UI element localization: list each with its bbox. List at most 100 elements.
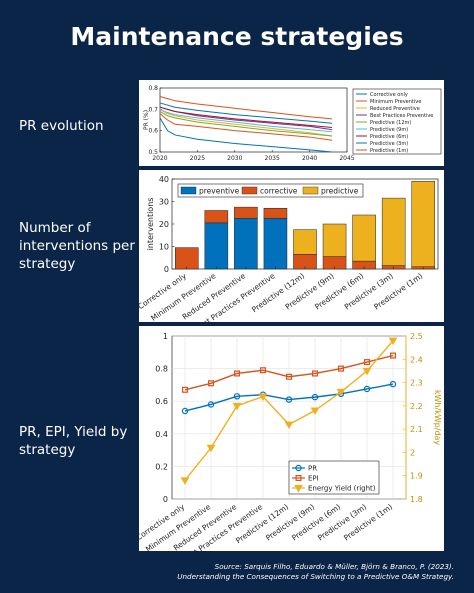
point-epi-reduced-preventive [233, 370, 240, 377]
point-energy-yield-right-predictive-1m [388, 337, 398, 346]
bar-predictive-predictive-9m [322, 223, 347, 257]
y2-tick-label: 2.5 [410, 332, 423, 341]
point-energy-yield-right-predictive-12m [284, 421, 294, 429]
series-line-predictive-3m [159, 102, 333, 124]
y2-tick-label: 2 [410, 448, 415, 457]
pr-epi-yield-panel: 0 0.2 0.4 0.6 0.8 1 Corrective only Minimum Pre… [134, 326, 444, 564]
bar-preventive-reduced-preventive [234, 218, 258, 270]
bar-preventive-minimum-preventive [204, 222, 229, 270]
pr-evolution-chart: 2020 2025 2030 2035 2040 2045 0.5 0.6 0.7 0.8 PR (… [143, 85, 442, 162]
point-pr-minimum-preventive [207, 401, 215, 408]
y-tick-label: 0.4 [155, 430, 168, 439]
y-tick-label: 20 [159, 220, 169, 229]
point-epi-predictive-1m [390, 352, 397, 359]
bar-predictive-predictive-1m [411, 181, 435, 267]
y-tick-label: 0.6 [148, 128, 158, 135]
y-axis-label: interventions [146, 198, 155, 251]
legend-label-predictive-6m: Predictive (6m) [370, 134, 408, 140]
point-epi-predictive-6m [338, 365, 345, 372]
bar-preventive-best-practices-preventive [263, 218, 288, 270]
y-tick-label: 0 [163, 495, 168, 504]
pr-evolution-panel: 2020 2025 2030 2035 2040 2045 0.5 0.6 0.7 0.8 PR (… [139, 80, 444, 166]
point-pr-predictive-3m [363, 385, 371, 393]
legend-label-pr: PR [308, 465, 317, 473]
point-energy-yield-right-corrective-only [180, 477, 190, 485]
point-energy-yield-right-best-practices-preventive [258, 393, 268, 402]
y-tick-label: 1 [163, 332, 168, 341]
bar-corrective-minimum-preventive [204, 210, 229, 224]
point-pr-corrective-only [181, 407, 189, 415]
y-axis-label: PR (%) [143, 110, 150, 130]
series-line-pr [184, 383, 394, 412]
legend-label-predictive-1m: Predictive (1m) [370, 148, 408, 154]
bar-predictive-predictive-3m [381, 197, 406, 266]
series-line-minimum-preventive [159, 113, 333, 141]
point-energy-yield-right-predictive-9m [310, 407, 320, 416]
series-line-corrective-only [159, 117, 333, 153]
legend: PR EPI Energy Yield (right) [288, 460, 380, 495]
point-epi-predictive-9m [312, 370, 319, 377]
legend: preventive corrective predictive [177, 183, 364, 198]
y-tick-label: 0.8 [155, 365, 168, 374]
point-pr-reduced-preventive [233, 393, 241, 400]
y2-tick-label: 2.3 [410, 379, 423, 388]
y-tick-label: 0.2 [155, 462, 168, 471]
bar-corrective-reduced-preventive [234, 206, 258, 219]
y-tick-label: 0.6 [155, 397, 168, 406]
pr-epi-yield-label: PR, EPI, Yield by strategy [19, 424, 128, 458]
legend-label-preventive: preventive [199, 187, 240, 196]
series-line-predictive-1m [159, 96, 333, 120]
plot-area [159, 87, 348, 153]
bar-predictive-predictive-12m [293, 229, 317, 255]
series-line-predictive-12m [159, 111, 333, 137]
series-line-predictive-6m [159, 106, 333, 128]
page-title: Maintenance strategies [70, 22, 404, 51]
point-pr-predictive-1m [389, 380, 397, 388]
point-energy-yield-right-reduced-preventive [232, 402, 242, 411]
point-energy-yield-right-predictive-6m [336, 388, 346, 397]
x-tick-label: 2040 [302, 155, 317, 162]
legend-label-epi: EPI [308, 475, 319, 483]
series-line-epi [184, 354, 394, 391]
legend-label-best-practices-preventive: Best Practices Preventive [370, 113, 433, 119]
point-epi-minimum-preventive [207, 380, 214, 387]
point-epi-best-practices-preventive [259, 367, 266, 374]
bar-predictive-predictive-6m [352, 214, 376, 262]
legend-label-corrective: corrective [260, 187, 298, 196]
source-line-1: Source: Sarquis Filho, Eduardo & Müller,… [214, 562, 454, 571]
legend-label-reduced-preventive: Reduced Preventive [370, 106, 420, 112]
source-line-2: Understanding the Consequences of Switch… [177, 572, 454, 581]
y-tick-label: 0.8 [148, 85, 158, 92]
series-line-predictive-9m [159, 108, 333, 133]
legend-swatch-preventive [180, 186, 197, 195]
legend-label-predictive: predictive [321, 187, 359, 196]
point-epi-predictive-12m [286, 373, 293, 380]
point-epi-corrective-only [181, 386, 188, 393]
point-energy-yield-right-predictive-3m [362, 367, 372, 376]
bar-corrective-corrective-only [175, 247, 199, 270]
legend-label-minimum-preventive: Minimum Preventive [370, 99, 421, 105]
x-tick-label-predictive-12m: Predictive (12m) [250, 271, 306, 314]
point-epi-predictive-3m [364, 359, 371, 366]
x-tick-label: 2035 [265, 155, 280, 162]
pr-evolution-label: PR evolution [19, 118, 104, 134]
point-pr-predictive-9m [311, 393, 319, 401]
legend-swatch-corrective [241, 186, 258, 195]
series-line-reduced-preventive [159, 108, 333, 137]
legend-box [352, 88, 442, 155]
legend-label-predictive-12m: Predictive (12m) [370, 120, 411, 126]
y-tick-label: 10 [159, 243, 169, 252]
y2-tick-label: 2.1 [410, 425, 423, 434]
y-tick-label: 0.7 [148, 106, 158, 113]
interventions-panel: 0 10 20 30 40 interventions Corrective only Min… [136, 170, 444, 333]
y2-tick-label: 2.4 [410, 355, 423, 364]
x-tick-label: 2025 [190, 155, 205, 162]
point-energy-yield-right-minimum-preventive [206, 444, 216, 453]
y-tick-label: 30 [159, 198, 169, 207]
point-pr-predictive-12m [285, 396, 293, 403]
legend-label-corrective-only: Corrective only [370, 92, 408, 98]
legend-marker-energy-yield-right [294, 485, 303, 493]
